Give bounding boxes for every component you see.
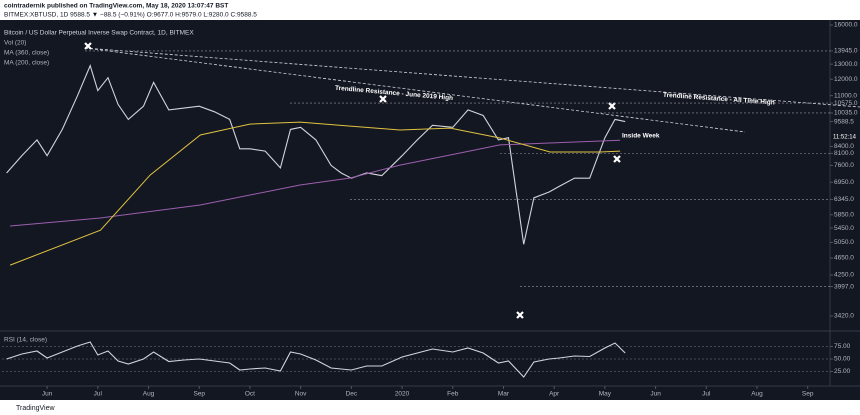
legend-entry: MA (360, close) (4, 50, 49, 57)
y-tick-label: 50.00 (834, 356, 851, 363)
y-tick-label: 5850.0 (834, 211, 854, 218)
trendlines (84, 47, 860, 133)
x-tick-label: Sep (802, 391, 814, 398)
y-tick-label: 3420.0 (834, 313, 854, 320)
y-tick-label: 11000.0 (834, 92, 857, 99)
volume-label: Vol (20) (4, 40, 26, 47)
footer-bg (0, 400, 860, 415)
countdown: 11:52:14 (833, 135, 857, 141)
publisher: cointradernik published on TradingView.c… (4, 3, 228, 10)
y-tick-label: 25.00 (834, 368, 851, 375)
x-tick-label: Mar (498, 391, 510, 398)
y-tick-label: 9588.5 (834, 118, 854, 125)
x-marker (608, 102, 616, 110)
y-tick-label: 5050.0 (834, 239, 854, 246)
x-tick-label: Sep (193, 391, 205, 398)
y-tick-label: 10035.0 (834, 110, 858, 117)
x-tick-label: Jun (650, 391, 661, 398)
x-tick-label: May (599, 391, 612, 398)
annotation: Inside Week (622, 133, 660, 140)
x-tick-label: Jul (94, 391, 103, 398)
series-line (10, 139, 621, 227)
series-line (6, 341, 626, 378)
symbol-line: BITMEX:XBTUSD, 1D 9588.5 ▼ −88.5 (−0.91%… (4, 12, 257, 19)
series-line (6, 63, 626, 245)
x-tick-label: Aug (751, 391, 763, 398)
trendline-ath (84, 47, 860, 108)
x-markers (84, 42, 621, 319)
x-tick-label: 2020 (395, 391, 410, 398)
x-tick-label: Apr (549, 391, 560, 398)
trendline-june (84, 47, 746, 133)
x-marker (379, 95, 387, 103)
x-marker (84, 42, 92, 50)
chart-bg (0, 20, 860, 400)
y-tick-label: 16000.0 (834, 22, 858, 29)
y-tick-label: 6950.0 (834, 179, 854, 186)
legend-entry: RSI (14, close) (4, 337, 47, 344)
x-tick-label: Nov (295, 391, 307, 398)
x-tick-label: Oct (245, 391, 255, 398)
legend-entry: Bitcoin / US Dollar Perpetual Inverse Sw… (4, 30, 194, 37)
x-marker (516, 311, 524, 319)
brand: TradingView (16, 405, 55, 412)
x-tick-label: Dec (346, 391, 358, 398)
y-tick-label: 8400.0 (834, 143, 854, 150)
legend-entry: MA (200, close) (4, 60, 49, 67)
y-tick-label: 5450.0 (834, 225, 854, 232)
y-tick-label: 12000.0 (834, 76, 858, 83)
y-tick-label: 13000.0 (834, 61, 858, 68)
series-line (9, 121, 621, 266)
y-tick-label: 4250.0 (834, 272, 854, 279)
x-tick-label: Aug (143, 391, 155, 398)
y-tick-label: 8100.0 (834, 150, 854, 157)
y-tick-label: 75.00 (834, 343, 851, 350)
y-tick-label: 10575.0 (834, 100, 858, 107)
x-marker (613, 155, 621, 163)
x-tick-label: Jul (702, 391, 711, 398)
x-tick-label: Feb (447, 391, 459, 398)
y-tick-label: 13945.0 (834, 48, 858, 55)
header-bg (0, 0, 860, 20)
x-tick-label: Jun (42, 391, 53, 398)
y-tick-label: 7600.0 (834, 162, 854, 169)
y-tick-label: 6345.0 (834, 196, 854, 203)
y-tick-label: 3997.0 (834, 283, 854, 290)
y-tick-label: 4650.0 (834, 255, 854, 262)
